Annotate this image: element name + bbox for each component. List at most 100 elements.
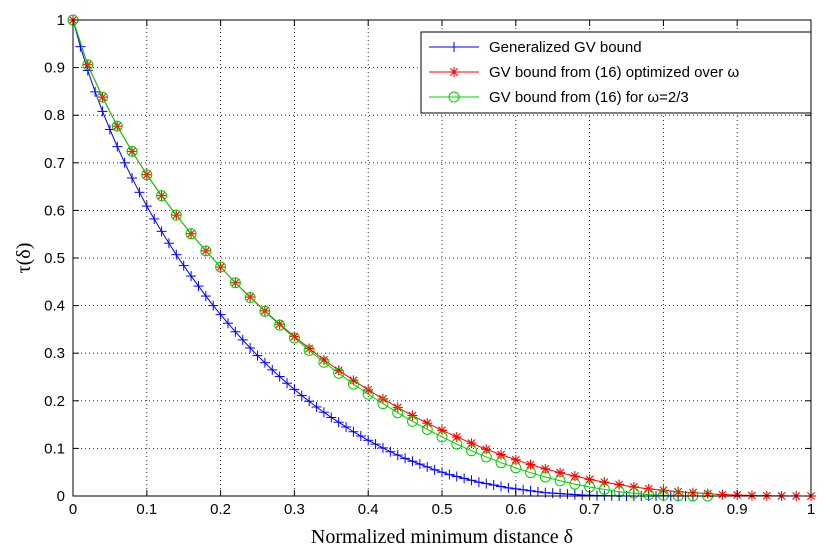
data-point [141, 201, 152, 212]
legend-entry-2: GV bound from (16) optimized over ω [429, 64, 739, 81]
data-point [370, 439, 381, 450]
y-tick-label: 0.6 [44, 202, 65, 219]
data-point [267, 364, 278, 375]
data-point [421, 423, 433, 435]
data-point [215, 261, 227, 273]
data-point [377, 442, 388, 453]
data-point [200, 291, 211, 302]
data-point [539, 471, 551, 483]
data-point [503, 482, 514, 493]
legend-label: GV bound from (16) optimized over ω [489, 64, 739, 81]
data-point [363, 384, 374, 395]
data-point [171, 249, 182, 260]
data-point [282, 378, 293, 389]
data-point [532, 486, 543, 497]
data-point [422, 461, 433, 472]
axis-ticks [72, 19, 812, 497]
data-point [303, 344, 315, 356]
data-point [97, 106, 108, 117]
y-tick-label: 0.7 [44, 155, 65, 172]
y-tick-label: 0.2 [44, 393, 65, 410]
data-point [466, 438, 477, 449]
data-point [347, 378, 359, 390]
data-point [141, 169, 153, 181]
data-point [296, 390, 307, 401]
x-tick-label: 0.4 [358, 501, 379, 518]
data-point [149, 213, 160, 224]
data-point [437, 467, 447, 478]
data-point [274, 319, 285, 330]
data-point [119, 157, 130, 168]
data-point [200, 245, 212, 257]
data-point [355, 431, 366, 442]
data-point [436, 431, 448, 443]
data-point [481, 444, 492, 455]
data-point [525, 467, 537, 479]
data-point [311, 401, 322, 412]
data-point [466, 445, 478, 457]
data-point [215, 309, 226, 320]
x-tick-label: 0.9 [727, 501, 748, 518]
legend-entry-3: GV bound from (16) for ω=2/3 [429, 89, 689, 106]
data-point [406, 415, 418, 427]
data-point [613, 486, 625, 498]
data-point [407, 456, 418, 467]
series-layer [67, 14, 816, 502]
x-axis-label: Normalized minimum distance δ [311, 526, 573, 548]
x-tick-label: 0.7 [579, 501, 600, 518]
data-point [341, 421, 352, 432]
data-point [451, 438, 463, 450]
data-point [156, 190, 168, 202]
data-point [702, 488, 713, 499]
data-point [400, 453, 411, 464]
data-point [584, 474, 595, 485]
data-point [480, 451, 492, 463]
x-tick-label: 0.2 [210, 501, 231, 518]
data-point [222, 318, 233, 329]
data-point [111, 120, 123, 132]
data-point [717, 489, 728, 500]
data-point [326, 412, 337, 423]
x-tick-label: 0.1 [136, 501, 157, 518]
x-tick-label: 0.8 [653, 501, 674, 518]
data-point [495, 457, 507, 469]
data-point [362, 388, 374, 400]
data-point [363, 435, 374, 446]
data-point [274, 319, 286, 331]
data-point [554, 475, 566, 487]
legend-label: Generalized GV bound [489, 39, 642, 56]
data-point [473, 477, 484, 488]
x-tick-label: 0.3 [284, 501, 305, 518]
data-point [318, 407, 329, 418]
data-point [274, 371, 285, 382]
y-tick-label: 0 [57, 488, 65, 505]
data-point [628, 481, 639, 492]
legend-marker [448, 91, 460, 103]
data-point [496, 481, 507, 492]
data-point [488, 480, 499, 491]
data-point [156, 226, 167, 237]
y-tick-label: 0.1 [44, 440, 65, 457]
legend-marker [449, 42, 459, 52]
y-tick-label: 1 [57, 12, 65, 29]
data-point [304, 396, 315, 407]
data-point [186, 271, 197, 282]
data-point [407, 410, 418, 421]
data-point [429, 464, 440, 475]
data-point [414, 459, 425, 470]
data-point [237, 334, 248, 345]
data-point [525, 485, 536, 496]
y-axis-label: τ(δ) [13, 243, 35, 274]
data-point [244, 292, 256, 304]
legend-box [420, 31, 812, 114]
data-point [97, 91, 109, 103]
data-point [193, 281, 204, 292]
data-point [288, 332, 300, 344]
data-point [259, 357, 270, 368]
data-point [643, 489, 655, 501]
data-point [518, 484, 529, 495]
grid [73, 20, 811, 496]
data-point [259, 305, 271, 317]
data-point [569, 478, 581, 490]
